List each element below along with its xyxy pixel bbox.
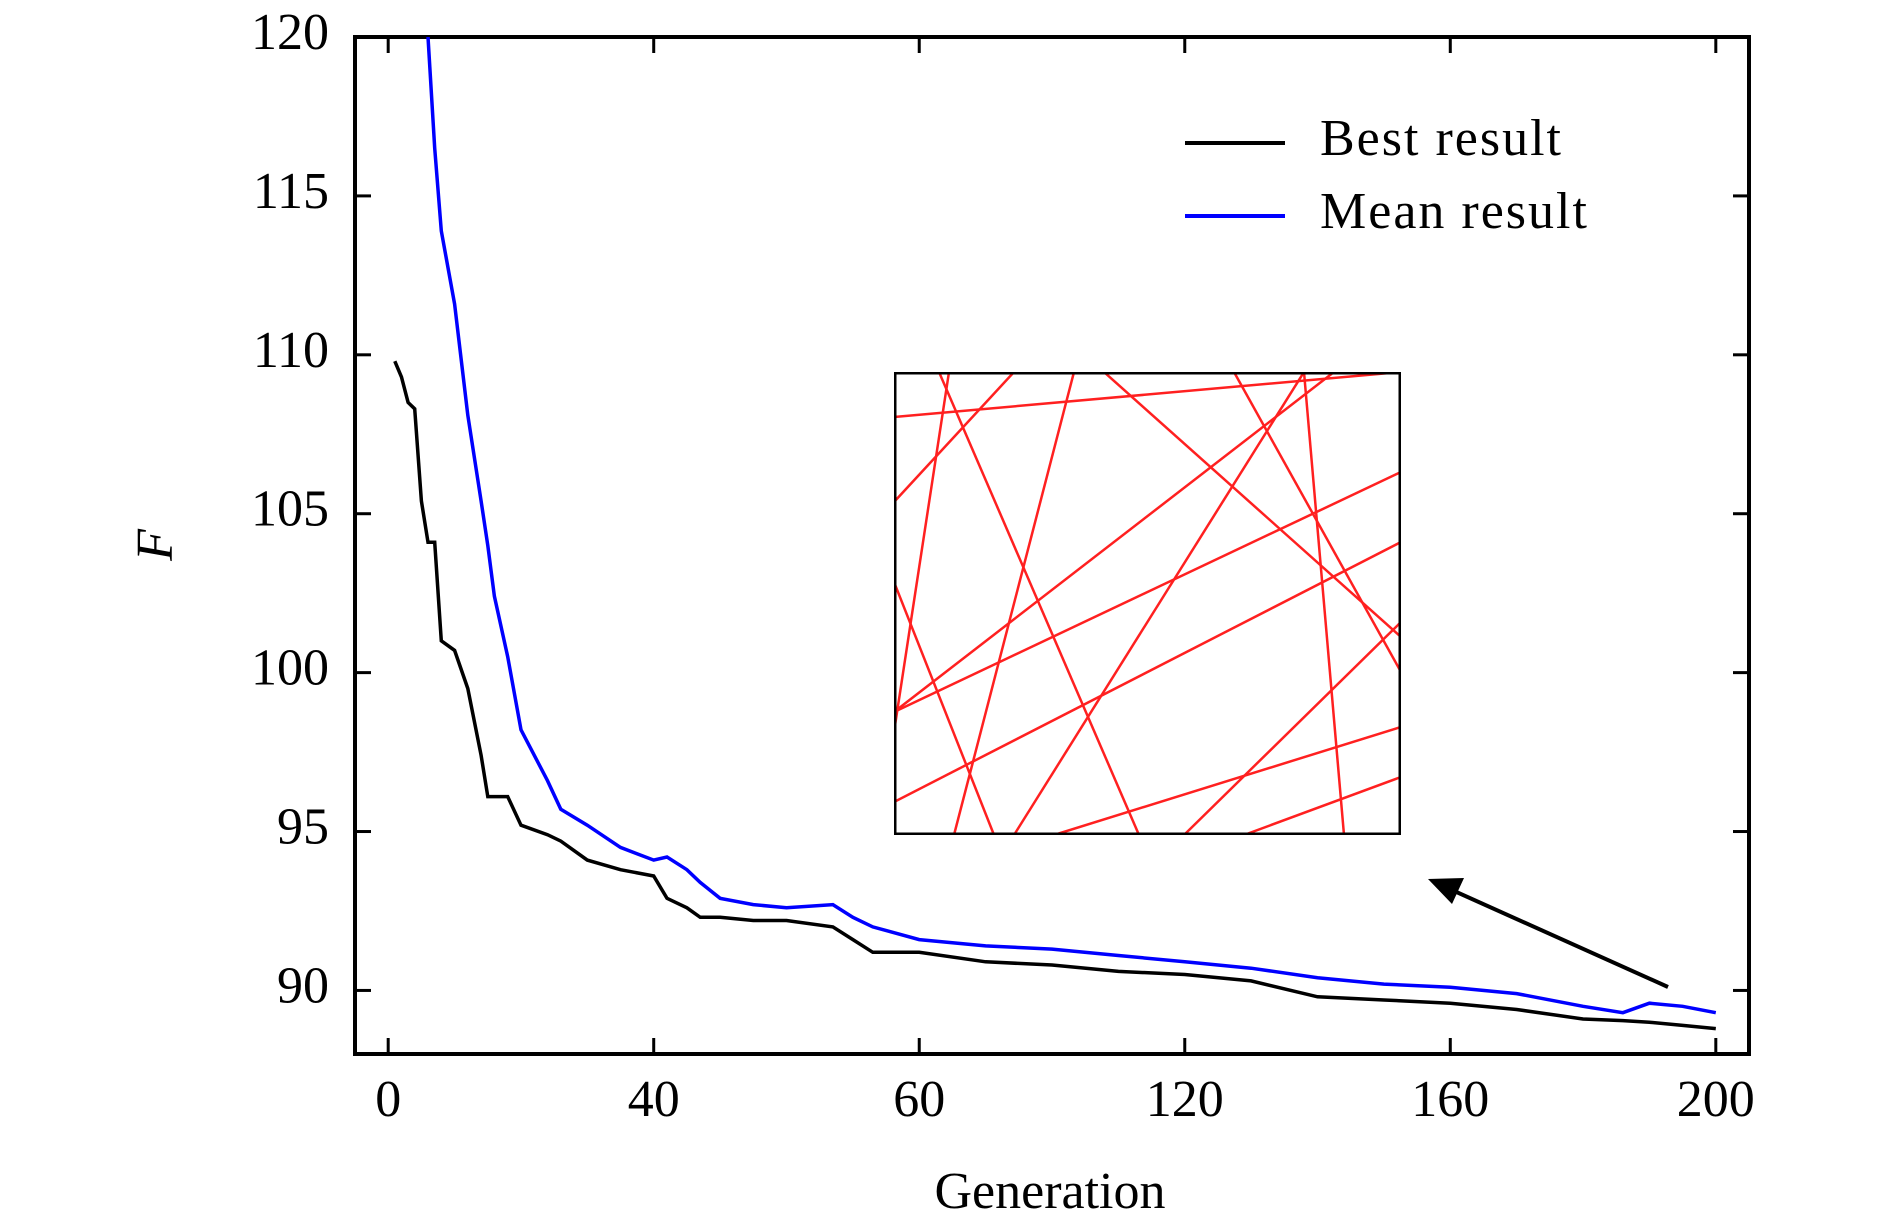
x-tick-label: 120 (1146, 1071, 1224, 1128)
x-tick-label: 0 (375, 1071, 401, 1128)
y-tick-label: 120 (251, 4, 329, 61)
plot-frame (353, 35, 1751, 1056)
y-tick-label: 95 (277, 798, 329, 855)
x-tick-label: 40 (628, 1071, 680, 1128)
data-line (393, 360, 1716, 1031)
y-tick-label: 100 (251, 640, 329, 697)
x-axis-label: Generation (934, 1163, 1165, 1220)
y-axis-label: F (127, 528, 184, 562)
data-line (426, 37, 1717, 1015)
y-tick-label: 90 (277, 957, 329, 1014)
y-tick-label: 110 (253, 322, 329, 379)
inset (894, 372, 1401, 835)
legend-label: Mean result (1320, 183, 1589, 240)
y-tick-label: 105 (251, 481, 329, 538)
x-tick-label: 60 (893, 1071, 945, 1128)
arrow (1428, 878, 1669, 989)
x-tick-label: 160 (1411, 1071, 1489, 1128)
legend-label: Best result (1320, 110, 1563, 167)
x-tick-label: 200 (1677, 1071, 1755, 1128)
y-tick-label: 115 (253, 163, 329, 220)
